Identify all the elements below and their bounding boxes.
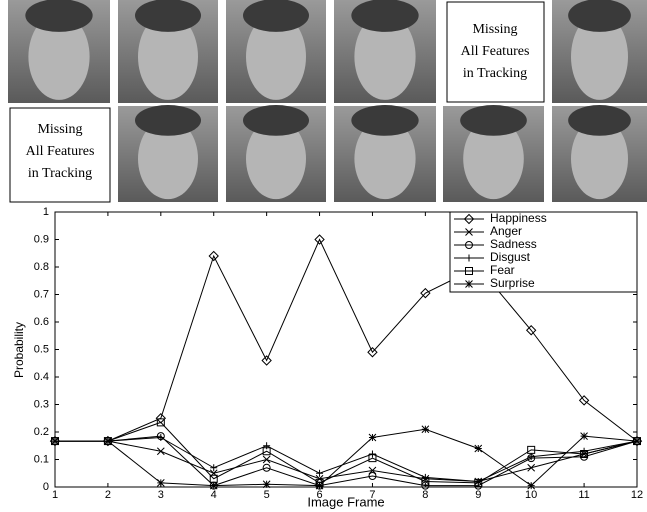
marker (369, 451, 376, 458)
marker (263, 456, 270, 463)
missing-text: in Tracking (28, 166, 92, 181)
series-line (55, 422, 637, 483)
y-tick-label: 0 (43, 481, 49, 493)
hair (568, 0, 631, 32)
marker (369, 434, 376, 441)
x-tick-label: 10 (525, 489, 537, 501)
figure: Missing All Features in Tracking Missing… (0, 0, 647, 512)
legend-marker (466, 281, 473, 288)
hair (25, 0, 92, 32)
y-tick-label: 0.5 (34, 343, 49, 355)
marker (157, 479, 164, 486)
y-tick-label: 0.3 (34, 398, 49, 410)
series-line (55, 436, 637, 486)
x-tick-label: 3 (158, 489, 164, 501)
legend-label: Fear (490, 263, 515, 277)
x-tick-label: 5 (264, 489, 270, 501)
marker (263, 481, 270, 488)
y-tick-label: 0.9 (34, 233, 49, 245)
x-tick-label: 1 (52, 489, 58, 501)
y-tick-label: 0.2 (34, 426, 49, 438)
marker (157, 434, 164, 441)
marker (528, 482, 535, 489)
marker (581, 433, 588, 440)
missing-text: All Features (461, 44, 530, 59)
y-tick-label: 0.8 (34, 261, 49, 273)
hair (135, 105, 201, 136)
hair (351, 0, 418, 32)
legend-label: Sadness (490, 237, 537, 251)
y-tick-label: 0.1 (34, 453, 49, 465)
hair (568, 105, 631, 136)
legend-label: Happiness (490, 211, 547, 225)
y-tick-label: 0.6 (34, 316, 49, 328)
marker (422, 426, 429, 433)
x-tick-label: 12 (631, 489, 643, 501)
x-tick-label: 11 (578, 489, 589, 501)
y-axis-label: Probability (12, 322, 26, 378)
marker (528, 464, 535, 471)
x-tick-label: 9 (475, 489, 481, 501)
hair (351, 105, 418, 136)
legend-label: Surprise (490, 276, 535, 290)
marker (52, 438, 59, 445)
x-tick-label: 2 (105, 489, 111, 501)
hair (460, 105, 527, 136)
hair (135, 0, 201, 32)
x-tick-label: 6 (316, 489, 322, 501)
missing-text: All Features (26, 144, 95, 159)
legend-label: Anger (490, 224, 522, 238)
y-tick-label: 0.4 (34, 371, 49, 383)
x-tick-label: 4 (211, 489, 217, 501)
marker (210, 482, 217, 489)
marker (104, 438, 111, 445)
hair (243, 0, 309, 32)
legend-label: Disgust (490, 250, 531, 264)
marker (422, 474, 429, 481)
marker (316, 482, 323, 489)
page: Missing All Features in Tracking Missing… (0, 0, 647, 512)
missing-text: Missing (37, 122, 82, 137)
hair (243, 105, 309, 136)
missing-text: Missing (472, 22, 517, 37)
missing-text: in Tracking (463, 66, 527, 81)
marker (475, 445, 482, 452)
x-tick-label: 7 (369, 489, 375, 501)
y-tick-label: 0.7 (34, 288, 49, 300)
x-tick-label: 8 (422, 489, 428, 501)
y-tick-label: 1 (43, 206, 49, 218)
marker (634, 438, 641, 445)
